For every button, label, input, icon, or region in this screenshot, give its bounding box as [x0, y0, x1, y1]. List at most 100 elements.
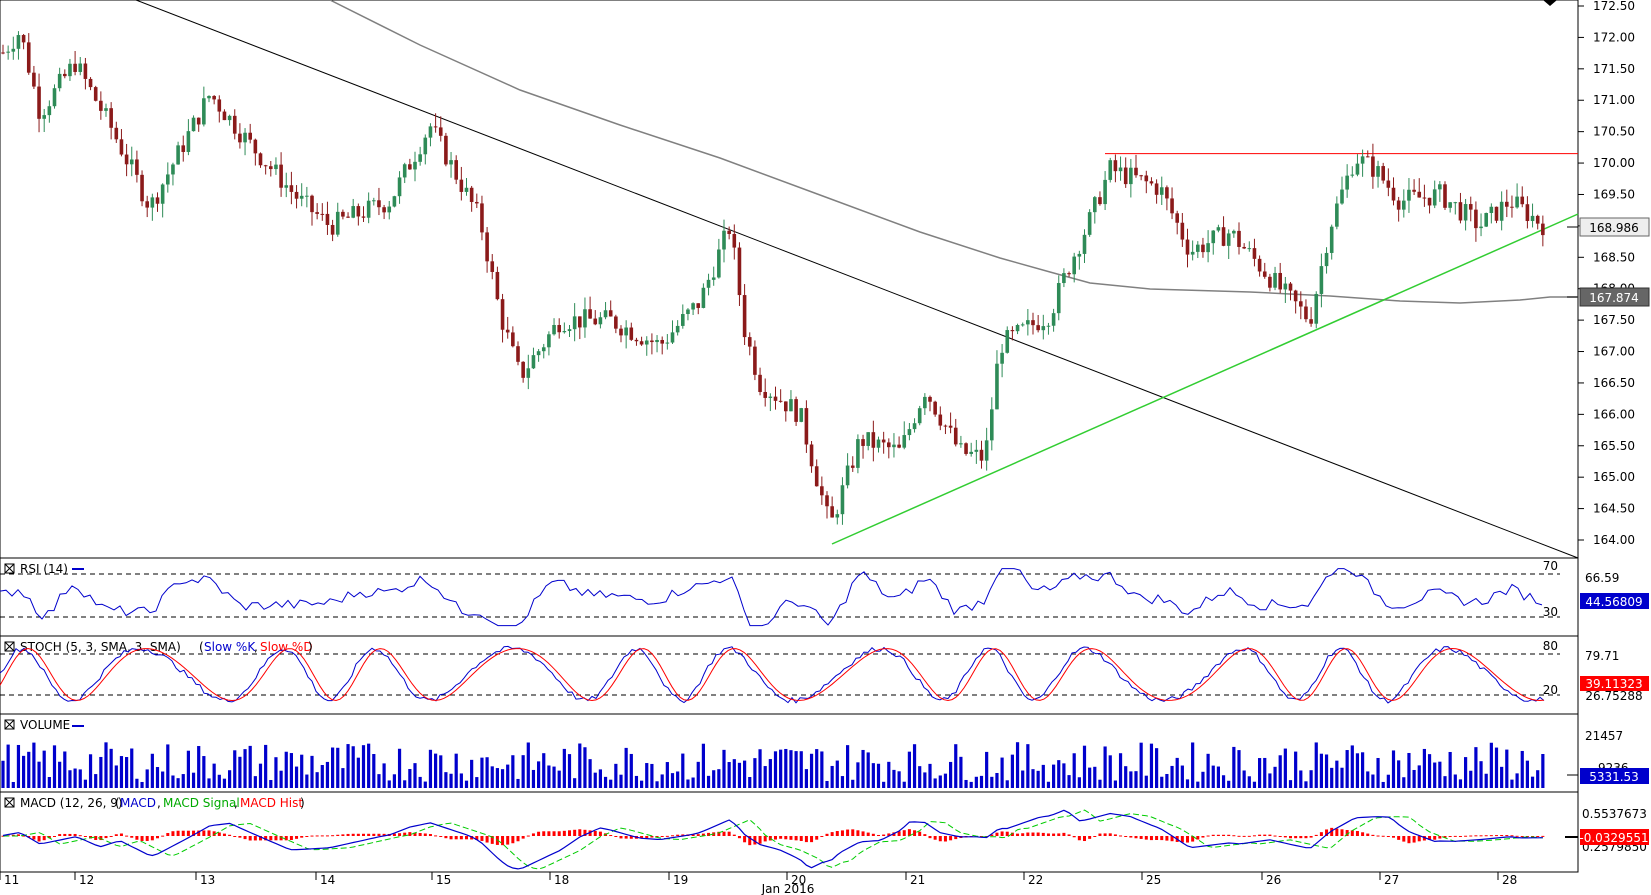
candle-body — [1376, 166, 1380, 177]
volume-bar — [1299, 770, 1303, 788]
candle-body — [727, 230, 731, 234]
candle-body — [742, 295, 747, 338]
volume-bar — [11, 781, 15, 788]
macd-hist-bar — [640, 836, 644, 839]
volume-bar — [130, 748, 134, 788]
volume-bar — [315, 772, 319, 788]
macd-hist-bar — [506, 836, 510, 845]
volume-bar — [799, 751, 803, 788]
macd-hist-bar — [248, 836, 252, 841]
macd-hist-bar — [1505, 835, 1509, 837]
candle-body — [516, 346, 520, 362]
volume-bar — [1196, 781, 1200, 788]
macd-hist-bar — [16, 834, 20, 836]
macd-hist-bar — [1366, 833, 1370, 836]
candle-body — [83, 63, 88, 79]
macd-hist-bar — [1479, 835, 1483, 837]
volume-bar — [114, 765, 118, 788]
candle-body — [531, 355, 536, 369]
volume-close-icon[interactable] — [4, 719, 15, 730]
x-tick-label: 13 — [200, 873, 215, 887]
x-tick-label: 28 — [1502, 873, 1517, 887]
volume-bar — [1417, 765, 1421, 788]
macd-hist-bar — [593, 830, 597, 836]
volume-bar — [269, 779, 273, 788]
volume-bar — [1082, 745, 1087, 788]
candle-body — [449, 160, 453, 165]
macd-close-icon[interactable] — [4, 797, 15, 808]
macd-hist-bar — [722, 831, 726, 836]
volume-bar — [526, 742, 530, 788]
macd-hist-bar — [331, 835, 335, 837]
candle-body — [995, 363, 999, 410]
macd-hist-bar — [1407, 836, 1411, 844]
volume-bar — [475, 777, 479, 788]
macd-hist-bar — [279, 836, 283, 841]
volume-bar — [1185, 779, 1190, 788]
candle-body — [1087, 212, 1092, 235]
volume-bar — [979, 775, 984, 788]
candle-body — [1340, 189, 1344, 204]
candle-body — [541, 347, 546, 352]
candle-body — [1041, 326, 1046, 331]
macd-legend-macd: MACD — [120, 796, 156, 810]
candle-body — [444, 135, 448, 165]
volume-bar — [1433, 762, 1437, 788]
candle-body — [408, 164, 412, 170]
macd-value-label: -0.0329551 — [1579, 831, 1648, 845]
candle-body — [346, 216, 350, 218]
macd-hist-bar — [743, 836, 747, 843]
volume-bar — [768, 759, 772, 788]
macd-hist-bar — [748, 836, 752, 846]
volume-bar — [964, 779, 968, 788]
svg-text:): ) — [308, 640, 313, 654]
price-tick-label: 172.00 — [1593, 30, 1635, 44]
volume-bar — [1288, 780, 1293, 788]
macd-hist-bar — [89, 836, 93, 839]
stoch-close-icon[interactable] — [4, 641, 15, 652]
rsi-close-icon[interactable] — [4, 563, 15, 574]
candle-body — [701, 287, 706, 308]
volume-bar — [217, 774, 221, 788]
volume-bar — [1304, 781, 1308, 788]
volume-bar — [804, 769, 808, 788]
candle-body — [1, 52, 5, 54]
volume-bar — [119, 756, 124, 788]
candle-body — [521, 361, 525, 378]
volume-bar — [990, 776, 994, 788]
candle-body — [1237, 230, 1241, 247]
candle-body — [1232, 230, 1236, 234]
volume-bar — [264, 744, 268, 788]
volume-bar — [861, 749, 865, 788]
volume-bar — [753, 758, 757, 788]
volume-bar — [68, 770, 72, 788]
candle-body — [706, 279, 711, 288]
volume-bar — [660, 774, 664, 788]
volume-bar — [1191, 742, 1195, 788]
candle-body — [1051, 313, 1056, 326]
volume-bar — [562, 748, 566, 788]
macd-hist-bar — [1289, 836, 1292, 839]
volume-bar — [16, 744, 21, 788]
macd-hist-bar — [382, 833, 386, 836]
volume-bar — [830, 765, 834, 788]
macd-hist-bar — [403, 832, 407, 836]
candle-body — [1211, 230, 1216, 244]
volume-bar — [1175, 757, 1179, 788]
volume-bar — [928, 763, 932, 788]
macd-hist-bar — [583, 829, 587, 836]
macd-hist-bar — [820, 836, 824, 837]
candles — [1, 31, 1545, 525]
macd-hist-bar — [1036, 832, 1040, 836]
macd-hist-bar — [1474, 835, 1478, 837]
macd-hist-bar — [125, 835, 129, 837]
candle-body — [1015, 325, 1020, 332]
stoch-d-line — [0, 647, 1545, 702]
volume-bar — [732, 759, 736, 788]
stoch-scale-label: 79.71 — [1585, 649, 1619, 663]
volume-bar — [1510, 779, 1514, 788]
candle-body — [1201, 244, 1205, 253]
candle-body — [1108, 160, 1113, 180]
volume-bar — [42, 750, 46, 788]
volume-bar — [1458, 779, 1463, 788]
